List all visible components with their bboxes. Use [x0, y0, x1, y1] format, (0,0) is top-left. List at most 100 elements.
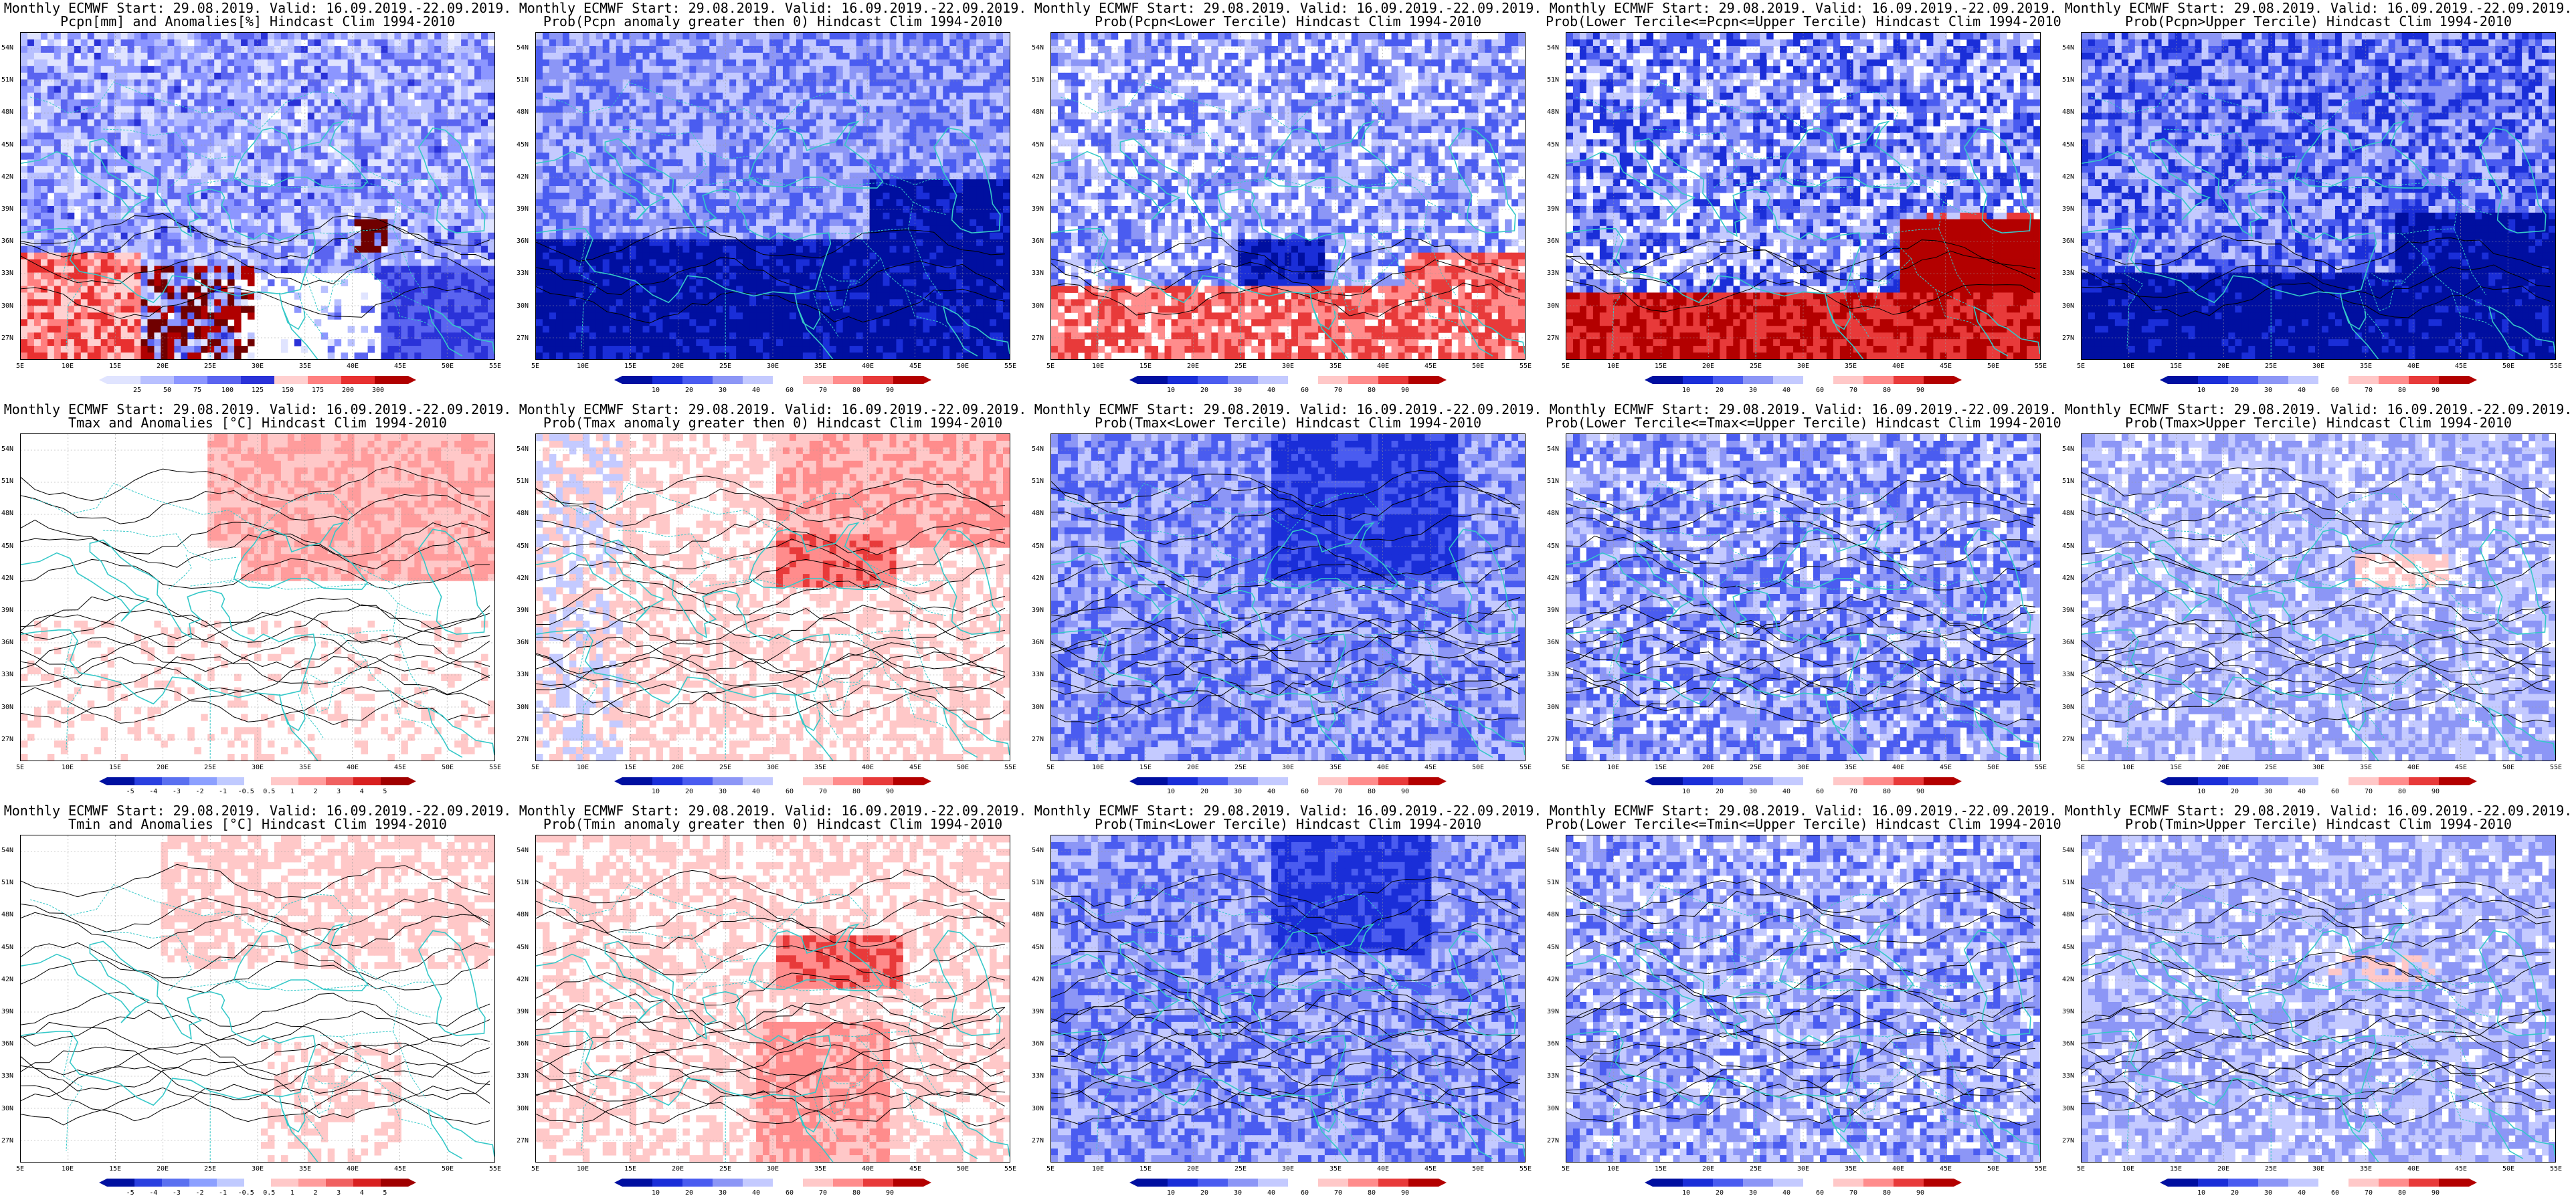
colorbar-swatch — [2439, 376, 2469, 384]
colorbar-swatch — [682, 777, 713, 785]
graticule — [1051, 33, 1525, 359]
colorbar-max-arrow — [1954, 376, 1962, 384]
lat-label: 51N — [517, 478, 529, 485]
lat-label: 36N — [2062, 639, 2074, 646]
colorbar-swatch — [863, 1179, 893, 1187]
colorbar-tick: 30 — [2264, 1189, 2272, 1197]
lat-label: 27N — [1, 736, 13, 743]
lon-label: 25E — [1750, 1165, 1762, 1173]
shaded-field — [536, 835, 1010, 1162]
lat-label: 27N — [2062, 334, 2074, 342]
lat-label: 51N — [1032, 76, 1044, 84]
colorbar-tick: 30 — [2264, 788, 2272, 795]
lon-label: 25E — [719, 1165, 731, 1173]
lon-label: 20E — [672, 764, 684, 771]
lat-label: 30N — [2062, 302, 2074, 310]
colorbar-min-arrow — [1645, 1179, 1653, 1187]
colorbar-tick: 90 — [2431, 387, 2440, 394]
colorbar-swatch — [1258, 376, 1288, 384]
lon-label: 35E — [1329, 764, 1342, 771]
lon-label: 40E — [2407, 764, 2419, 771]
lon-label: 45E — [909, 764, 921, 771]
colorbar-tick: 90 — [1401, 1189, 1409, 1197]
coastlines — [536, 923, 1010, 1162]
lat-label: 36N — [1547, 237, 1559, 245]
lat-label: 36N — [1, 1040, 13, 1047]
colorbar-tick: 10 — [2197, 1189, 2205, 1197]
coastlines — [1051, 522, 1525, 761]
colorbar-tick: 20 — [685, 387, 693, 394]
colorbar-tick: 40 — [1782, 1189, 1790, 1197]
lat-label: 30N — [1032, 302, 1044, 310]
colorbar-min-arrow — [1129, 1179, 1137, 1187]
colorbar-tick: 10 — [2197, 788, 2205, 795]
colorbar-swatch — [1348, 1179, 1378, 1187]
colorbar-swatch — [1803, 777, 1833, 785]
colorbar-tick: 10 — [1167, 788, 1175, 795]
lat-label: 33N — [1032, 671, 1044, 678]
lat-label: 33N — [2062, 1072, 2074, 1080]
lat-label: 45N — [517, 141, 529, 148]
lat-label: 30N — [517, 1105, 529, 1112]
colorbar-max-arrow — [1954, 777, 1962, 785]
lon-label: 50E — [1472, 764, 1484, 771]
lon-label: 45E — [1940, 363, 1952, 370]
lat-label: 33N — [1, 671, 13, 678]
lat-label: 27N — [1032, 334, 1044, 342]
colorbar-swatch — [833, 1179, 863, 1187]
colorbar-swatch — [308, 376, 341, 384]
colorbar-swatch — [1168, 376, 1198, 384]
map-panel-tmax-gt0: Monthly ECMWF Start: 29.08.2019. Valid: … — [515, 401, 1030, 803]
map-area — [2081, 433, 2556, 761]
country-borders — [1576, 884, 1980, 1162]
lon-label: 35E — [299, 363, 311, 370]
colorbar-tick: 80 — [852, 387, 860, 394]
map-panel-pcpn-anom: Monthly ECMWF Start: 29.08.2019. Valid: … — [0, 0, 515, 401]
colorbar-tick: 4 — [360, 1189, 364, 1197]
colorbar-swatch — [1198, 1179, 1228, 1187]
panel-title-line2: Prob(Pcpn<Lower Tercile) Hindcast Clim 1… — [1030, 15, 1546, 28]
lat-label: 51N — [2062, 76, 2074, 84]
colorbar-swatch — [2379, 376, 2409, 384]
lat-label: 48N — [1, 108, 13, 116]
lon-label: 30E — [767, 363, 779, 370]
colorbar-max-arrow — [923, 777, 931, 785]
colorbar-swatch — [161, 777, 189, 785]
lat-label: 27N — [517, 334, 529, 342]
lat-label: 45N — [2062, 141, 2074, 148]
country-borders — [1061, 482, 1465, 761]
coastlines — [1566, 120, 2040, 359]
lat-label: 51N — [1547, 478, 1559, 485]
lon-label: 45E — [2455, 764, 2467, 771]
colorbar-tick: 70 — [1334, 1189, 1342, 1197]
colorbar-tick: 40 — [1782, 788, 1790, 795]
lon-label: 40E — [1892, 363, 1904, 370]
lon-label: 10E — [1607, 1165, 1619, 1173]
colorbar-tick: 40 — [752, 788, 760, 795]
lon-label: 45E — [394, 1165, 406, 1173]
colorbar-swatch — [2439, 777, 2469, 785]
colorbar-tick: -3 — [173, 788, 181, 795]
colorbar-swatch — [381, 1179, 408, 1187]
lat-label: 39N — [1032, 205, 1044, 213]
lat-label: 51N — [1, 76, 13, 84]
lon-label: 15E — [109, 764, 121, 771]
lon-label: 55E — [2550, 1165, 2562, 1173]
colorbar-swatch — [893, 777, 923, 785]
lat-label: 39N — [2062, 607, 2074, 614]
lat-label: 51N — [1, 478, 13, 485]
colorbar-swatch — [2168, 1179, 2198, 1187]
colorbar-swatch — [1168, 777, 1198, 785]
lat-label: 36N — [1547, 639, 1559, 646]
colorbar-swatch — [1773, 1179, 1803, 1187]
lon-label: 25E — [2265, 1165, 2277, 1173]
map-area — [1566, 835, 2041, 1163]
lat-label: 51N — [1032, 478, 1044, 485]
colorbar-swatch — [682, 376, 713, 384]
lon-label: 5E — [1046, 1165, 1054, 1173]
lon-label: 55E — [2035, 764, 2047, 771]
colorbar-tick: 30 — [1234, 387, 1242, 394]
lat-label: 45N — [1, 141, 13, 148]
lon-label: 30E — [1282, 1165, 1294, 1173]
lon-label: 35E — [2360, 764, 2372, 771]
